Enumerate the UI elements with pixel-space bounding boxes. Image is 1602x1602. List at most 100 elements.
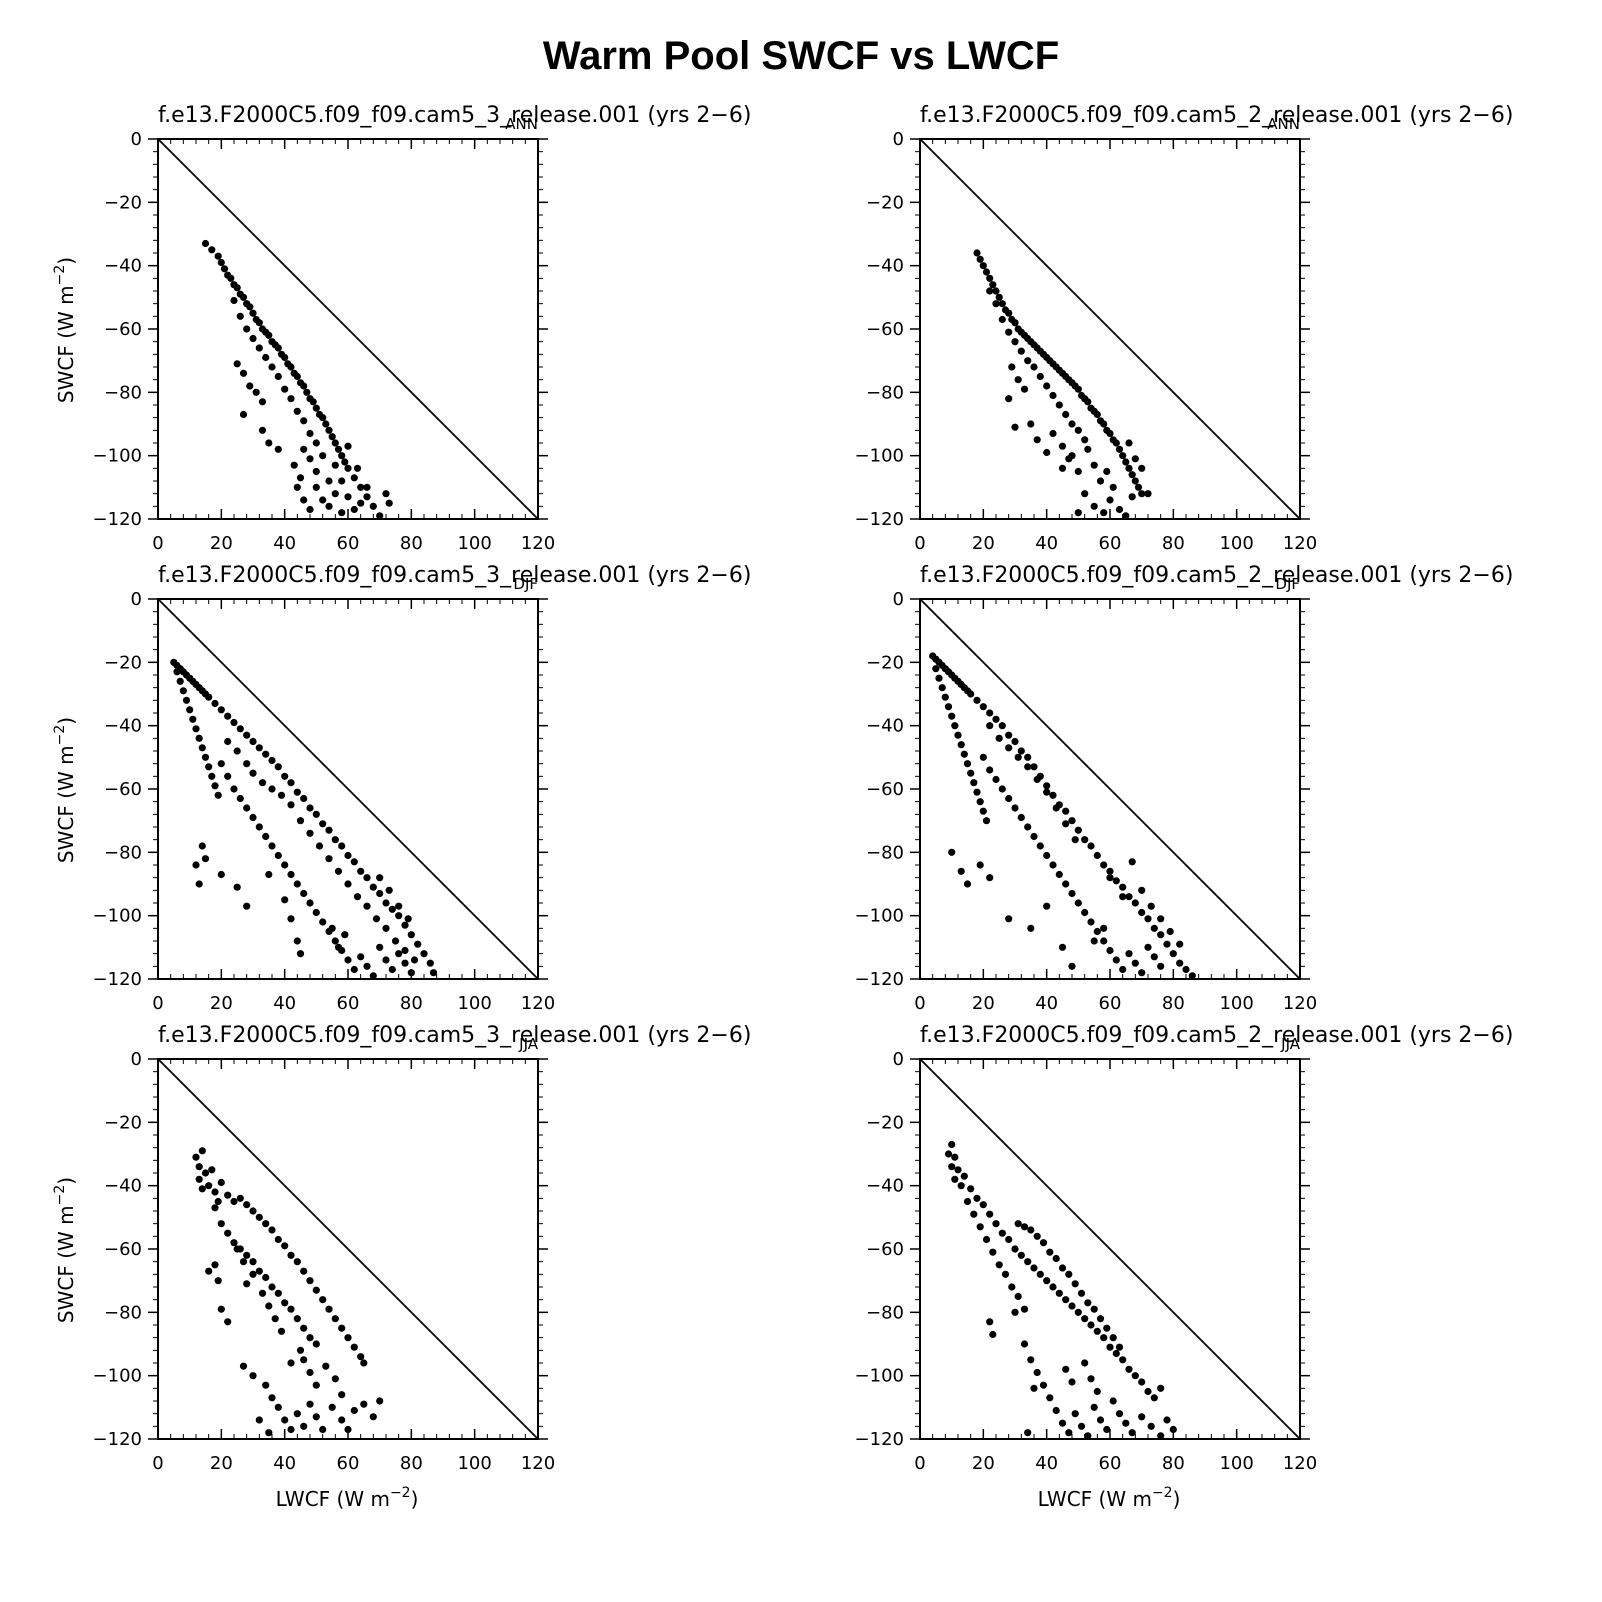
data-point bbox=[192, 725, 200, 733]
data-point bbox=[1144, 490, 1152, 498]
data-point bbox=[281, 1416, 289, 1424]
data-point bbox=[274, 372, 282, 381]
data-point bbox=[1077, 1422, 1086, 1430]
data-point bbox=[195, 880, 203, 888]
data-point bbox=[382, 924, 390, 932]
data-point bbox=[224, 1318, 232, 1326]
data-point bbox=[951, 722, 959, 730]
data-point bbox=[976, 1223, 984, 1231]
data-point bbox=[1024, 1258, 1032, 1266]
data-point bbox=[1090, 1305, 1098, 1313]
data-point bbox=[249, 334, 257, 343]
x-tick-label: 40 bbox=[1035, 993, 1058, 1014]
y-tick-label: −100 bbox=[93, 446, 142, 467]
data-point bbox=[338, 1391, 346, 1399]
data-point bbox=[258, 1289, 267, 1297]
data-point bbox=[973, 788, 981, 796]
data-point bbox=[982, 817, 991, 825]
x-tick-label: 120 bbox=[1283, 993, 1317, 1014]
data-point bbox=[376, 512, 384, 520]
panel-title: f.e13.F2000C5.f09_f09.cam5_2_release.001… bbox=[920, 103, 1513, 128]
data-point bbox=[1033, 436, 1041, 444]
data-point bbox=[249, 769, 257, 777]
data-point bbox=[989, 281, 997, 289]
data-point bbox=[963, 880, 972, 888]
data-point bbox=[1043, 448, 1051, 457]
data-point bbox=[211, 782, 219, 790]
data-point bbox=[1147, 902, 1155, 910]
data-point bbox=[1163, 1416, 1171, 1424]
data-point bbox=[948, 1163, 956, 1171]
data-point bbox=[1011, 1245, 1019, 1253]
data-point bbox=[217, 1178, 225, 1187]
data-point bbox=[303, 388, 311, 396]
data-point bbox=[182, 696, 191, 704]
data-point bbox=[296, 950, 305, 958]
y-tick-label: −60 bbox=[104, 1239, 142, 1260]
data-point bbox=[1131, 455, 1139, 463]
data-point bbox=[1109, 483, 1117, 491]
data-point bbox=[369, 502, 377, 510]
y-tick-label: 0 bbox=[893, 129, 904, 150]
x-tick-label: 40 bbox=[273, 533, 296, 554]
data-point bbox=[255, 823, 263, 831]
data-point bbox=[262, 750, 270, 758]
x-tick-label: 80 bbox=[1162, 993, 1185, 1014]
data-point bbox=[1052, 1254, 1060, 1263]
y-tick-label: −40 bbox=[866, 716, 904, 737]
y-axis-labels: SWCF (W m−2) SWCF (W m−2) SWCF (W m−2) bbox=[52, 257, 78, 1323]
unit-exponent: −2 bbox=[1152, 1485, 1173, 1501]
data-point bbox=[331, 1315, 339, 1323]
data-point bbox=[1020, 1340, 1029, 1348]
panel-title: f.e13.F2000C5.f09_f09.cam5_3_release.001… bbox=[158, 1023, 751, 1048]
data-point bbox=[1071, 836, 1079, 844]
data-point bbox=[369, 883, 377, 891]
reference-diagonal-line bbox=[157, 138, 539, 520]
data-point bbox=[1005, 395, 1013, 403]
data-point bbox=[334, 445, 343, 453]
data-point bbox=[1081, 836, 1089, 844]
data-point bbox=[201, 1169, 210, 1177]
data-point bbox=[1122, 458, 1130, 466]
data-point bbox=[948, 712, 956, 720]
data-point bbox=[344, 493, 352, 501]
data-point bbox=[208, 772, 216, 780]
data-point bbox=[249, 737, 257, 746]
data-point bbox=[312, 1340, 320, 1348]
x-axis-label-left: LWCF (W m−2) bbox=[276, 1485, 419, 1511]
data-point bbox=[334, 943, 343, 951]
y-tick-label: 0 bbox=[893, 589, 904, 610]
data-point bbox=[1011, 319, 1019, 327]
data-point bbox=[233, 1245, 241, 1253]
data-point bbox=[1138, 464, 1146, 472]
data-point bbox=[407, 931, 415, 939]
data-point bbox=[306, 1277, 314, 1285]
y-tick-label: −120 bbox=[855, 509, 904, 530]
data-point bbox=[258, 398, 267, 406]
data-point bbox=[957, 1182, 965, 1190]
y-tick-label: −20 bbox=[104, 652, 142, 673]
data-point bbox=[1134, 483, 1143, 491]
data-point bbox=[287, 779, 295, 787]
data-point bbox=[1074, 467, 1082, 476]
data-point bbox=[388, 905, 396, 913]
data-point bbox=[1090, 461, 1098, 469]
data-point bbox=[1011, 423, 1019, 431]
data-point bbox=[319, 1296, 327, 1304]
data-point bbox=[410, 956, 419, 964]
data-point bbox=[1131, 959, 1139, 967]
data-point bbox=[230, 718, 238, 727]
data-point bbox=[268, 1226, 276, 1234]
data-point bbox=[300, 496, 308, 504]
x-tick-label: 100 bbox=[1219, 1453, 1253, 1474]
data-point bbox=[217, 258, 225, 267]
data-point bbox=[1039, 1381, 1048, 1389]
data-point bbox=[319, 496, 327, 504]
x-tick-label: 100 bbox=[1219, 533, 1253, 554]
data-point bbox=[998, 300, 1006, 308]
data-point bbox=[319, 452, 327, 460]
data-point bbox=[1062, 1296, 1070, 1304]
x-tick-label: 120 bbox=[521, 533, 555, 554]
data-point bbox=[300, 445, 308, 453]
y-tick-label: −40 bbox=[104, 256, 142, 277]
